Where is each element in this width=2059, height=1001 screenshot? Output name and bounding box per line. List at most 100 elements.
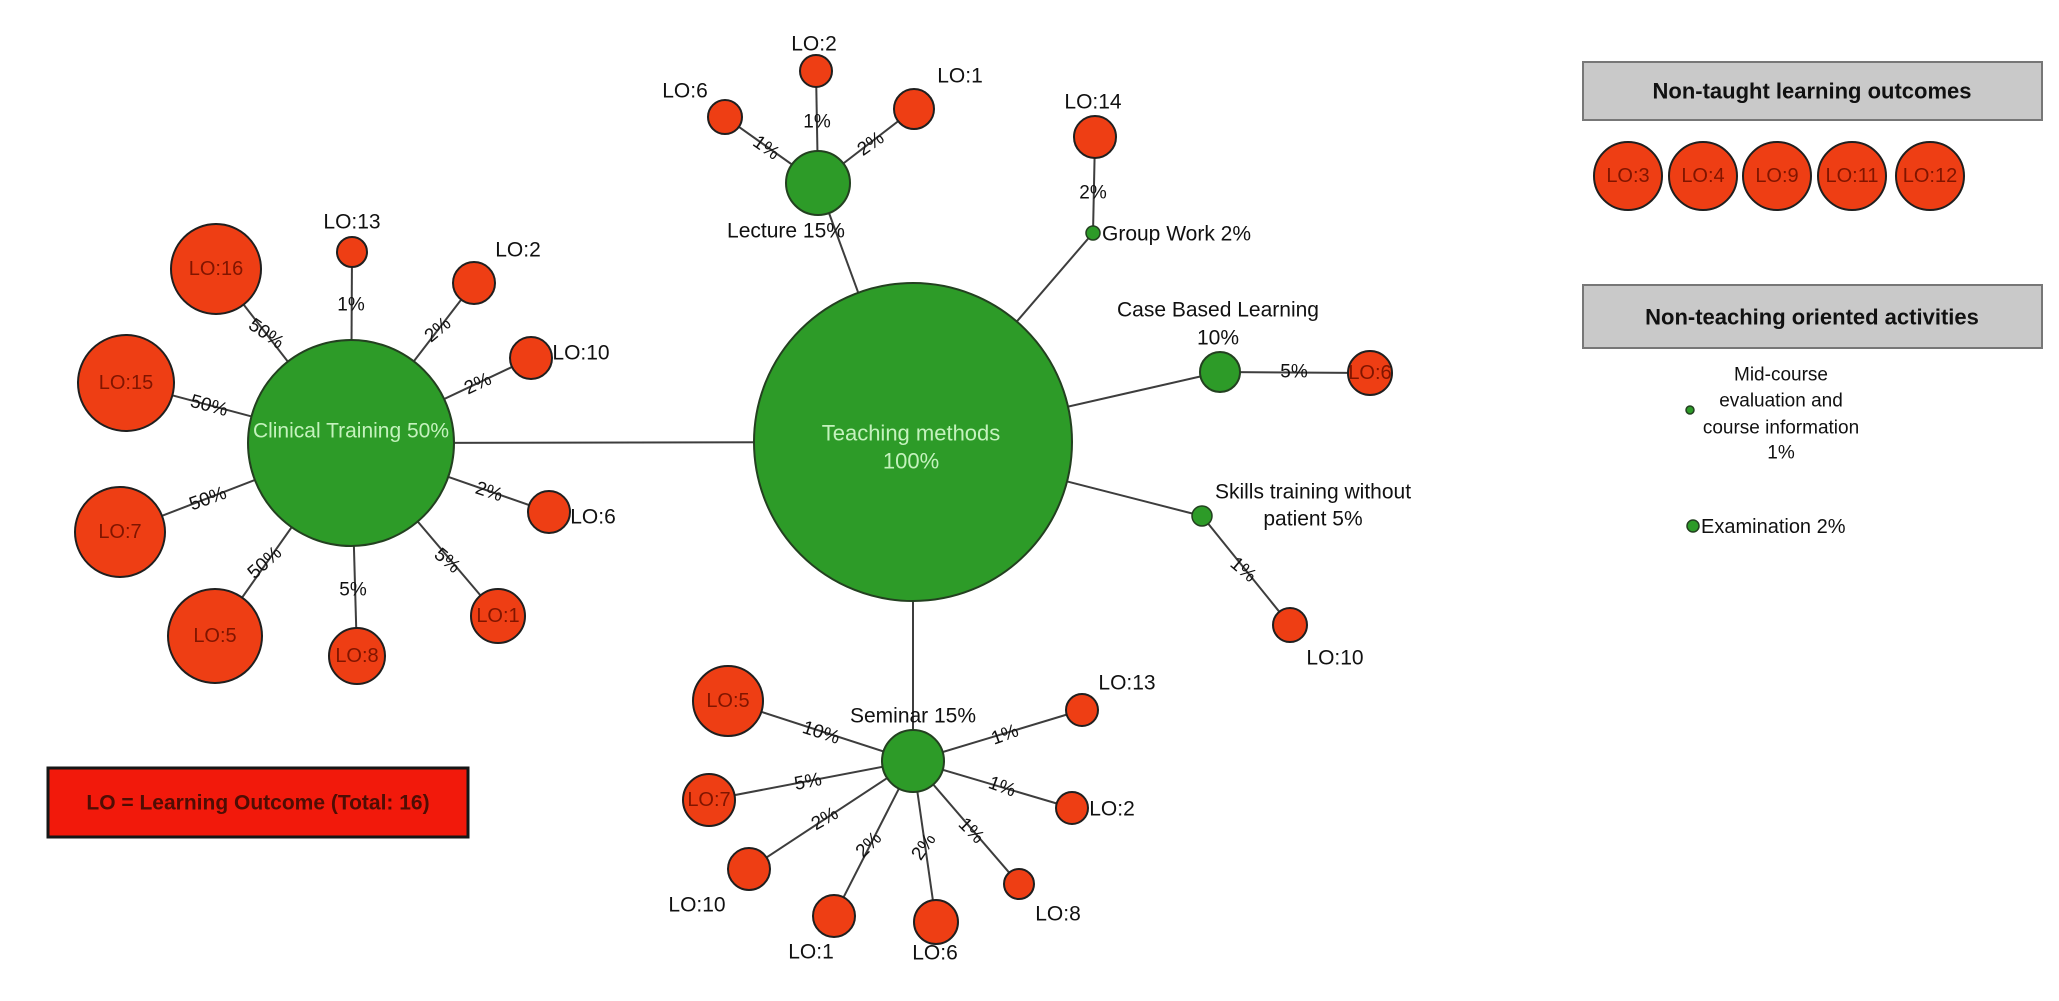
group-work-node [1085, 225, 1101, 241]
pct-seminar-lo7: 5% [793, 769, 824, 795]
node-seminar-lo10 [727, 847, 771, 891]
node-clinical-lo2 [452, 261, 496, 305]
label-seminar-lo5: LO:5 [706, 690, 749, 712]
pct-seminar-lo10: 2% [808, 803, 842, 835]
non-taught-header-box [1582, 61, 2043, 121]
label-casebased-lo6: LO:6 [1348, 362, 1391, 384]
label-nontaught-lo3: LO:3 [1606, 165, 1649, 187]
legend-note-text: LO = Learning Outcome (Total: 16) [86, 792, 429, 815]
edge-skills-lo10 [1201, 515, 1291, 626]
midcourse-line3: course information [1703, 418, 1859, 439]
label-lecture-lo1: LO:1 [937, 65, 983, 88]
label-clinical-lo8: LO:8 [335, 645, 378, 667]
node-seminar-lo5 [692, 665, 764, 737]
case-based-label-line1: Case Based Learning [1117, 299, 1319, 322]
midcourse-line1: Mid-course [1734, 365, 1828, 386]
clinical-hub-label: Clinical Training 50% [253, 420, 449, 443]
node-nontaught-lo12 [1895, 141, 1965, 211]
midcourse-dot [1685, 405, 1695, 415]
pct-clinical-lo15: 50% [188, 391, 230, 421]
pct-seminar-lo5: 10% [800, 717, 843, 749]
non-teaching-panel: Non-teaching oriented activities Mid-cou… [1582, 284, 2043, 538]
lecture-hub [785, 150, 851, 216]
node-clinical-lo16 [170, 223, 262, 315]
seminar-hub-label: Seminar 15% [850, 705, 976, 728]
node-nontaught-lo4 [1668, 141, 1738, 211]
pct-clinical-lo2: 2% [421, 313, 456, 347]
non-taught-title: Non-taught learning outcomes [1653, 79, 1972, 104]
label-clinical-lo7: LO:7 [98, 521, 141, 543]
case-based-label-line2: 10% [1197, 327, 1239, 350]
node-clinical-lo7 [74, 486, 166, 578]
node-clinical-lo1 [470, 588, 526, 644]
node-casebased-lo6 [1347, 350, 1393, 396]
node-lecture-lo1 [893, 88, 935, 130]
node-nontaught-lo11 [1817, 141, 1887, 211]
node-seminar-lo6 [913, 899, 959, 945]
label-skills-lo10: LO:10 [1306, 647, 1363, 670]
label-seminar-lo7: LO:7 [687, 789, 730, 811]
label-lecture-lo2: LO:2 [791, 33, 837, 56]
node-nontaught-lo9 [1742, 141, 1812, 211]
label-clinical-lo5: LO:5 [193, 625, 236, 647]
label-seminar-lo1: LO:1 [788, 941, 834, 964]
pct-clinical-lo8: 5% [339, 580, 367, 601]
pct-casebased-lo6: 5% [1280, 362, 1308, 383]
pct-clinical-lo6: 2% [473, 478, 506, 506]
label-clinical-lo13: LO:13 [323, 211, 380, 234]
node-seminar-lo2 [1055, 791, 1089, 825]
pct-seminar-lo13: 1% [989, 720, 1022, 749]
node-seminar-lo7 [682, 773, 736, 827]
non-teaching-title: Non-teaching oriented activities [1645, 305, 1979, 330]
midcourse-line4: 1% [1767, 443, 1795, 464]
seminar-hub [881, 729, 945, 793]
teaching-hub-label-line1: Teaching methods [822, 421, 1001, 446]
node-clinical-lo6 [527, 490, 571, 534]
label-groupwork-lo14: LO:14 [1064, 91, 1122, 114]
teaching-hub-label-line2: 100% [883, 449, 939, 474]
pct-clinical-lo13: 1% [337, 295, 365, 316]
nodes [74, 54, 1393, 945]
label-seminar-lo13: LO:13 [1098, 672, 1155, 695]
teaching-methods-hub [753, 282, 1073, 602]
node-clinical-lo8 [328, 627, 386, 685]
node-labels: Clinical Training 50% Teaching methods 1… [98, 33, 1411, 965]
pct-seminar-lo6: 2% [908, 830, 941, 865]
node-clinical-lo13 [336, 236, 368, 268]
label-nontaught-lo4: LO:4 [1681, 165, 1724, 187]
node-skills-lo10 [1272, 607, 1308, 643]
label-clinical-lo16: LO:16 [189, 258, 243, 280]
label-seminar-lo6: LO:6 [912, 942, 958, 965]
node-lecture-lo2 [799, 54, 833, 88]
lecture-hub-label: Lecture 15% [727, 220, 845, 243]
node-clinical-lo15 [77, 334, 175, 432]
node-lecture-lo6 [707, 99, 743, 135]
skills-training-node [1191, 505, 1213, 527]
label-clinical-lo6: LO:6 [570, 506, 616, 529]
legend-note: LO = Learning Outcome (Total: 16) [46, 766, 470, 839]
edge-seminar-lo7 [708, 760, 914, 801]
pct-clinical-lo16: 50% [244, 314, 287, 353]
edge-seminar-lo10 [748, 760, 914, 870]
midcourse-line2: evaluation and [1719, 391, 1843, 412]
pct-seminar-lo2: 1% [986, 772, 1019, 801]
node-seminar-lo13 [1065, 693, 1099, 727]
edge-casebased-lo6 [1219, 371, 1371, 374]
skills-label-line2: patient 5% [1263, 508, 1362, 531]
examination-label: Examination 2% [1701, 516, 1846, 538]
label-clinical-lo2: LO:2 [495, 239, 541, 262]
node-clinical-lo5 [167, 588, 263, 684]
group-work-label: Group Work 2% [1102, 223, 1251, 246]
case-based-learning-node [1199, 351, 1241, 393]
pct-clinical-lo1: 5% [430, 544, 465, 578]
pct-groupwork-lo14: 2% [1079, 183, 1107, 204]
label-clinical-lo15: LO:15 [99, 372, 153, 394]
examination-dot [1686, 519, 1700, 533]
non-taught-panel: Non-taught learning outcomes LO:3 LO:4 L… [1582, 61, 2043, 211]
pct-clinical-lo10: 2% [461, 369, 495, 400]
pct-lecture-lo2: 1% [803, 112, 831, 133]
pct-seminar-lo1: 2% [852, 828, 886, 862]
label-seminar-lo10: LO:10 [668, 894, 725, 917]
